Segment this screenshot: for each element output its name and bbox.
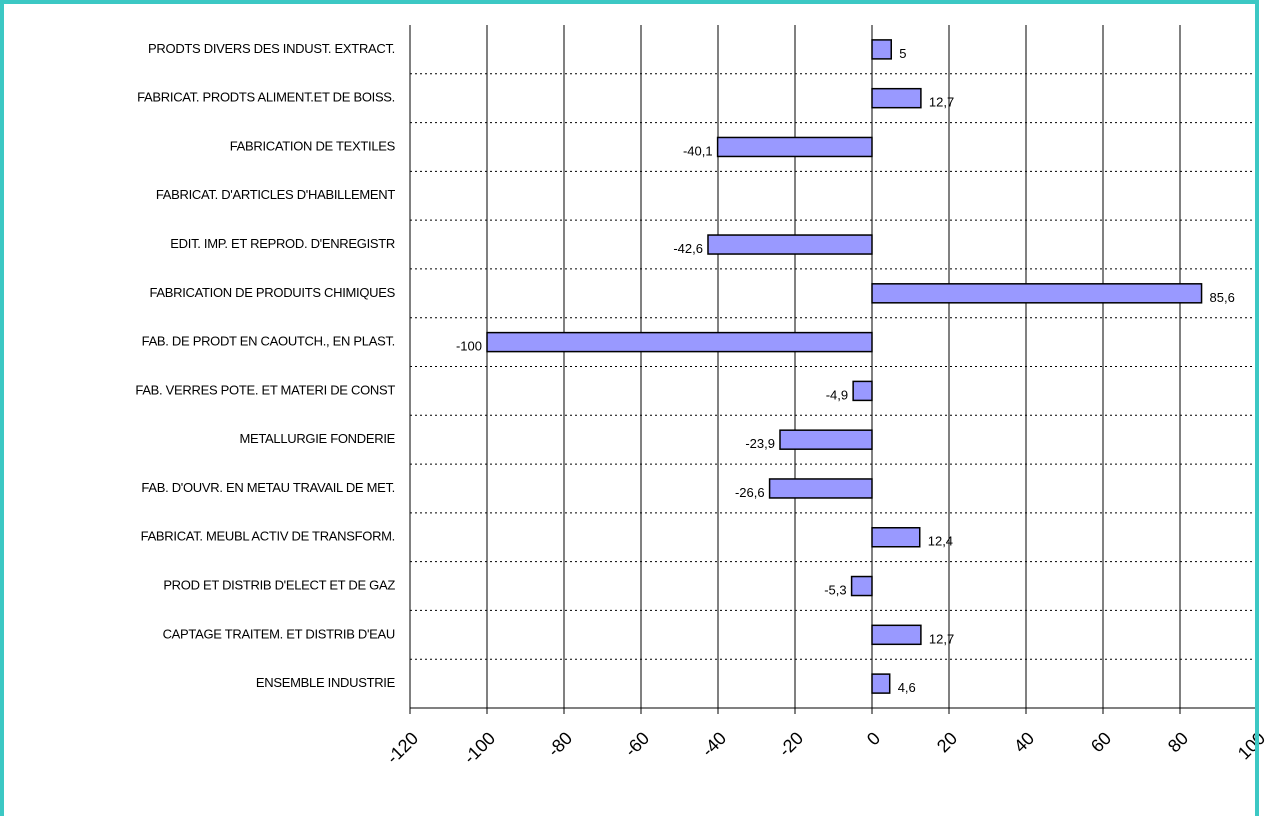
y-tick-label: FAB. DE PRODT EN CAOUTCH., EN PLAST. — [142, 334, 395, 349]
y-tick-label: FABRICATION DE TEXTILES — [230, 138, 396, 153]
bar — [486, 331, 873, 353]
y-tick-label: FABRICAT. D'ARTICLES D'HABILLEMENT — [156, 187, 396, 202]
data-label: -40,1 — [683, 143, 713, 158]
y-tick-label: FABRICAT. PRODTS ALIMENT.ET DE BOISS. — [137, 90, 395, 105]
x-tick-label: 80 — [1164, 728, 1192, 756]
data-label: -42,6 — [673, 241, 703, 256]
y-tick-label: METALLURGIE FONDERIE — [239, 431, 395, 446]
bar — [871, 673, 891, 694]
bar — [871, 283, 1203, 304]
x-tick-label: -120 — [383, 728, 423, 768]
data-label: -5,3 — [824, 582, 846, 597]
data-label: 12,7 — [929, 631, 954, 646]
bar — [852, 380, 873, 402]
bar — [779, 429, 873, 450]
bar — [871, 624, 922, 646]
bar — [871, 527, 921, 548]
y-tick-label: FABRICATION DE PRODUITS CHIMIQUES — [149, 285, 395, 300]
bar — [850, 575, 873, 597]
bar — [871, 87, 922, 109]
data-label: 12,7 — [929, 95, 954, 110]
data-label: -23,9 — [745, 436, 775, 451]
data-label: 12,4 — [928, 534, 953, 549]
x-tick-label: -80 — [544, 728, 577, 761]
y-tick-label: EDIT. IMP. ET REPROD. D'ENREGISTR — [170, 236, 395, 251]
data-label: -4,9 — [826, 387, 848, 402]
bar — [716, 136, 873, 158]
x-tick-label: 0 — [863, 728, 884, 749]
x-tick-label: 60 — [1087, 728, 1115, 756]
data-label: -26,6 — [735, 485, 765, 500]
data-label: 4,6 — [898, 680, 916, 695]
y-tick-label: FAB. D'OUVR. EN METAU TRAVAIL DE MET. — [141, 480, 395, 495]
y-tick-label: CAPTAGE TRAITEM. ET DISTRIB D'EAU — [163, 626, 395, 641]
x-tick-label: 20 — [933, 728, 961, 756]
bar — [871, 39, 892, 60]
data-label: -100 — [456, 339, 482, 354]
x-tick-label: 40 — [1010, 728, 1038, 756]
y-tick-label: FABRICAT. MEUBL ACTIV DE TRANSFORM. — [141, 529, 395, 544]
x-tick-label: -20 — [775, 728, 808, 761]
x-tick-label: -60 — [621, 728, 654, 761]
y-tick-label: PROD ET DISTRIB D'ELECT ET DE GAZ — [163, 577, 395, 592]
bar — [768, 478, 873, 499]
x-tick-label: -100 — [460, 728, 500, 768]
x-tick-label: -40 — [698, 728, 731, 761]
y-tick-label: PRODTS DIVERS DES INDUST. EXTRACT. — [148, 41, 395, 56]
y-tick-label: FAB. VERRES POTE. ET MATERI DE CONST — [135, 382, 395, 397]
bar — [707, 234, 873, 255]
data-label: 85,6 — [1210, 290, 1235, 305]
y-tick-label: ENSEMBLE INDUSTRIE — [256, 675, 396, 690]
x-tick-label: 100 — [1234, 728, 1266, 763]
data-label: 5 — [899, 46, 906, 61]
